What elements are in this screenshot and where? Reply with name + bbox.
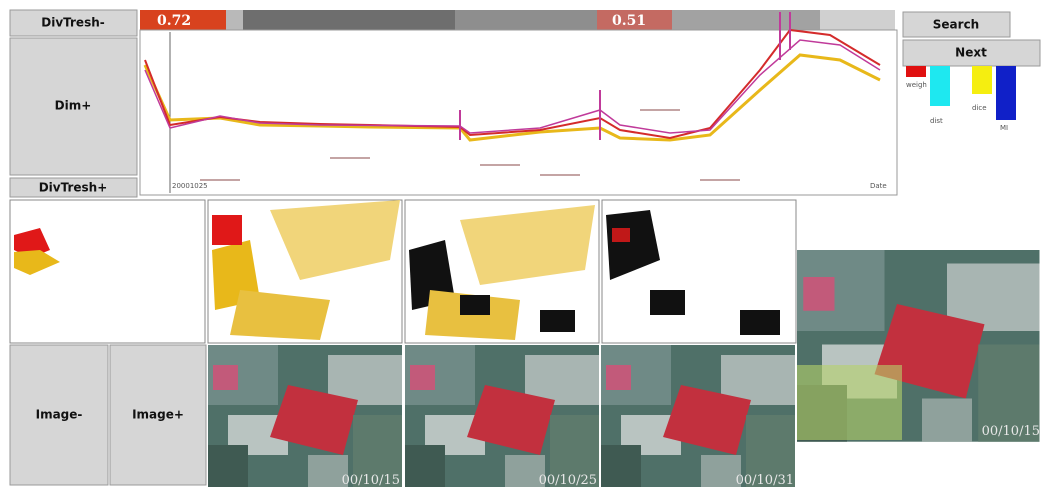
dim-plus[interactable]: Dim+ (10, 38, 137, 175)
legend-label: weigh (906, 81, 927, 89)
plot-axis-label: Date (870, 182, 887, 190)
button-label: Search (933, 18, 979, 32)
app-window: DivTresh- Dim+ DivTresh+ 0.72 0.51 Searc… (0, 0, 1042, 488)
satellite-image[interactable]: 00/10/25 (405, 345, 599, 488)
image-date: 00/10/25 (539, 473, 597, 488)
image-date: 00/10/31 (736, 473, 794, 488)
measure-legend: weigh dist dice MI (906, 66, 1016, 132)
button-label: Dim+ (55, 99, 92, 113)
button-label: Image- (36, 408, 83, 422)
satellite-image[interactable]: 00/10/31 (601, 345, 795, 488)
button-label: Image+ (132, 408, 184, 422)
legend-label: MI (1000, 124, 1008, 132)
slider-value: 0.72 (157, 13, 191, 29)
image-date: 00/10/15 (982, 424, 1040, 439)
slider-value: 0.51 (612, 13, 646, 29)
threshold-slider[interactable]: 0.72 0.51 (140, 10, 895, 30)
button-label: DivTresh- (41, 16, 105, 30)
next-button[interactable]: Next (903, 40, 1040, 66)
plot-start-label: 20001025 (172, 182, 208, 190)
legend-label: dice (972, 104, 987, 112)
image-prev[interactable]: Image- (10, 345, 108, 485)
legend-label: dist (930, 117, 943, 125)
search-button[interactable]: Search (903, 12, 1010, 37)
button-label: DivTresh+ (39, 181, 108, 195)
image-date: 00/10/15 (342, 473, 400, 488)
time-series-plot: 20001025 Date (140, 12, 897, 195)
button-label: Next (955, 46, 987, 60)
satellite-image[interactable]: 00/10/15 (208, 345, 402, 488)
image-next[interactable]: Image+ (110, 345, 206, 485)
div-thresh-minus[interactable]: DivTresh- (10, 10, 137, 36)
div-thresh-plus[interactable]: DivTresh+ (10, 178, 137, 197)
